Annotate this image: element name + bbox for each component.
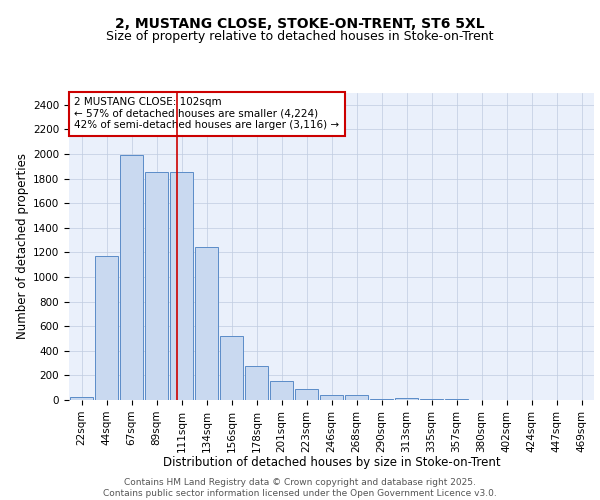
Bar (70, 396, 93, 400)
Text: Contains HM Land Registry data © Crown copyright and database right 2025.
Contai: Contains HM Land Registry data © Crown c… (103, 478, 497, 498)
Bar (120, 155, 143, 400)
Bar (145, 172, 168, 400)
Bar (345, 395, 368, 400)
Bar (245, 366, 268, 400)
Y-axis label: Number of detached properties: Number of detached properties (16, 153, 29, 339)
Bar (270, 381, 293, 400)
Bar (95, 256, 118, 400)
Bar (370, 398, 393, 400)
Text: 2 MUSTANG CLOSE: 102sqm
← 57% of detached houses are smaller (4,224)
42% of semi: 2 MUSTANG CLOSE: 102sqm ← 57% of detache… (74, 97, 340, 130)
Bar (220, 336, 243, 400)
X-axis label: Distribution of detached houses by size in Stoke-on-Trent: Distribution of detached houses by size … (163, 456, 500, 469)
Bar (395, 398, 418, 400)
Text: Size of property relative to detached houses in Stoke-on-Trent: Size of property relative to detached ho… (106, 30, 494, 43)
Text: 2, MUSTANG CLOSE, STOKE-ON-TRENT, ST6 5XL: 2, MUSTANG CLOSE, STOKE-ON-TRENT, ST6 5X… (115, 18, 485, 32)
Bar (295, 389, 318, 400)
Bar (195, 247, 218, 400)
Bar (320, 395, 343, 400)
Bar (170, 172, 193, 400)
